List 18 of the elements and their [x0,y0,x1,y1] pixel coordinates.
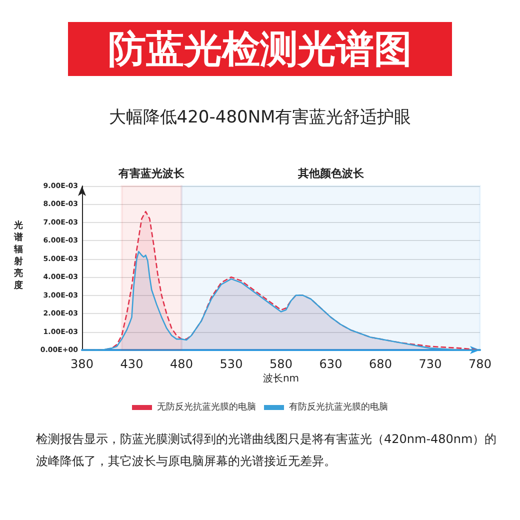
chart-title: 防蓝光检测光谱图 [108,27,412,71]
x-tick-label: 430 [120,357,144,371]
chart-subtitle: 大幅降低420-480NM有害蓝光舒适护眼 [108,108,412,128]
x-tick-label: 680 [369,357,392,371]
x-tick-label: 380 [70,357,94,371]
legend-label: 有防反光抗蓝光膜的电脑 [289,402,388,412]
y-axis-title: 光谱辐射亮度 [13,220,23,291]
x-tick-label: 480 [170,357,193,371]
x-tick-label: 730 [418,357,442,371]
x-tick-label: 630 [319,357,342,371]
legend-label: 无防反光抗蓝光膜的电脑 [157,402,256,412]
band-label: 有害蓝光波长 [118,167,186,180]
x-tick-label: 580 [270,357,292,371]
x-tick-label: 780 [468,357,492,371]
x-axis-title: 波长nm [262,372,300,384]
band-label: 其他颜色波长 [296,167,365,180]
x-tick-label: 530 [220,357,243,371]
text: 检测报告显示，防蓝光膜测试得到的光谱曲线图只是将有害蓝光（420nm-480nm）的波峰降低了，其它波长与原电脑屏幕的光谱接近无差异。 [36,432,497,468]
